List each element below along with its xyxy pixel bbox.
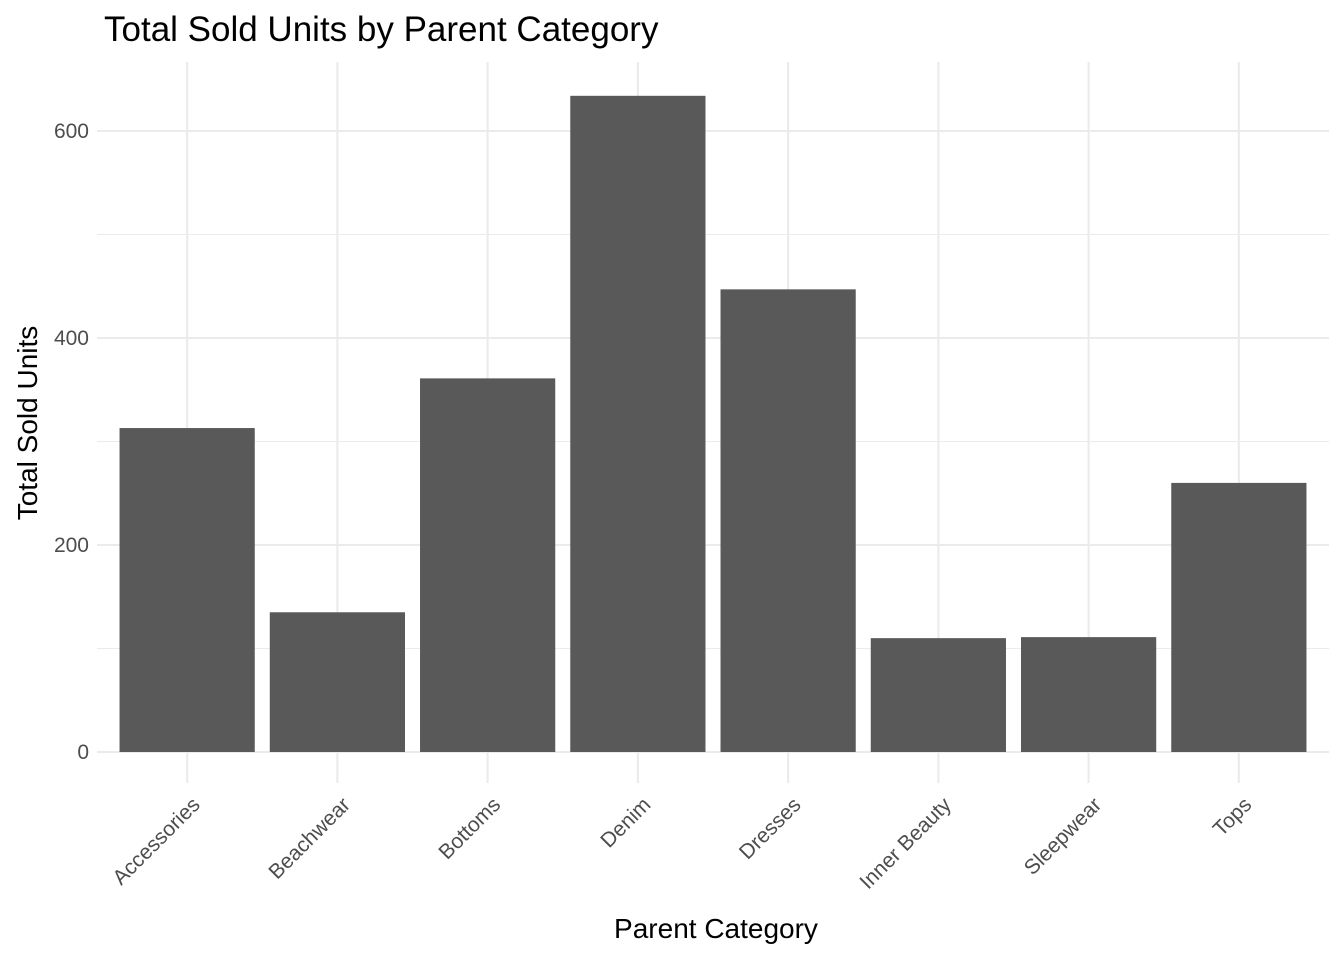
bar: [720, 289, 856, 752]
x-axis-title: Parent Category: [614, 913, 818, 944]
chart-title: Total Sold Units by Parent Category: [104, 10, 659, 49]
x-tick-label: Denim: [596, 793, 655, 852]
x-tick-label: Accessories: [108, 793, 204, 889]
bar: [570, 95, 706, 752]
bar: [1171, 482, 1307, 752]
bar: [1021, 637, 1157, 752]
x-tick-label: Sleepwear: [1020, 793, 1106, 879]
bars: [119, 95, 1307, 752]
y-axis-title: Total Sold Units: [12, 326, 43, 521]
x-tick-labels: Accessories Beachwear Bottoms Denim Dresses I…: [108, 793, 1256, 894]
y-tick-label: 400: [54, 327, 89, 350]
y-tick-label: 200: [54, 534, 89, 557]
bar: [119, 428, 255, 752]
y-tick-labels: 0 200 400 600: [54, 120, 89, 764]
x-tick-label: Dresses: [735, 793, 806, 864]
bar: [420, 378, 556, 752]
x-tick-label: Tops: [1209, 793, 1257, 841]
x-tick-label: Inner Beauty: [855, 793, 956, 894]
x-tick-label: Bottoms: [434, 793, 505, 864]
bar: [870, 638, 1006, 752]
x-tick-label: Beachwear: [264, 793, 355, 884]
y-tick-label: 0: [77, 741, 89, 764]
bar: [269, 612, 405, 752]
y-tick-label: 600: [54, 120, 89, 143]
